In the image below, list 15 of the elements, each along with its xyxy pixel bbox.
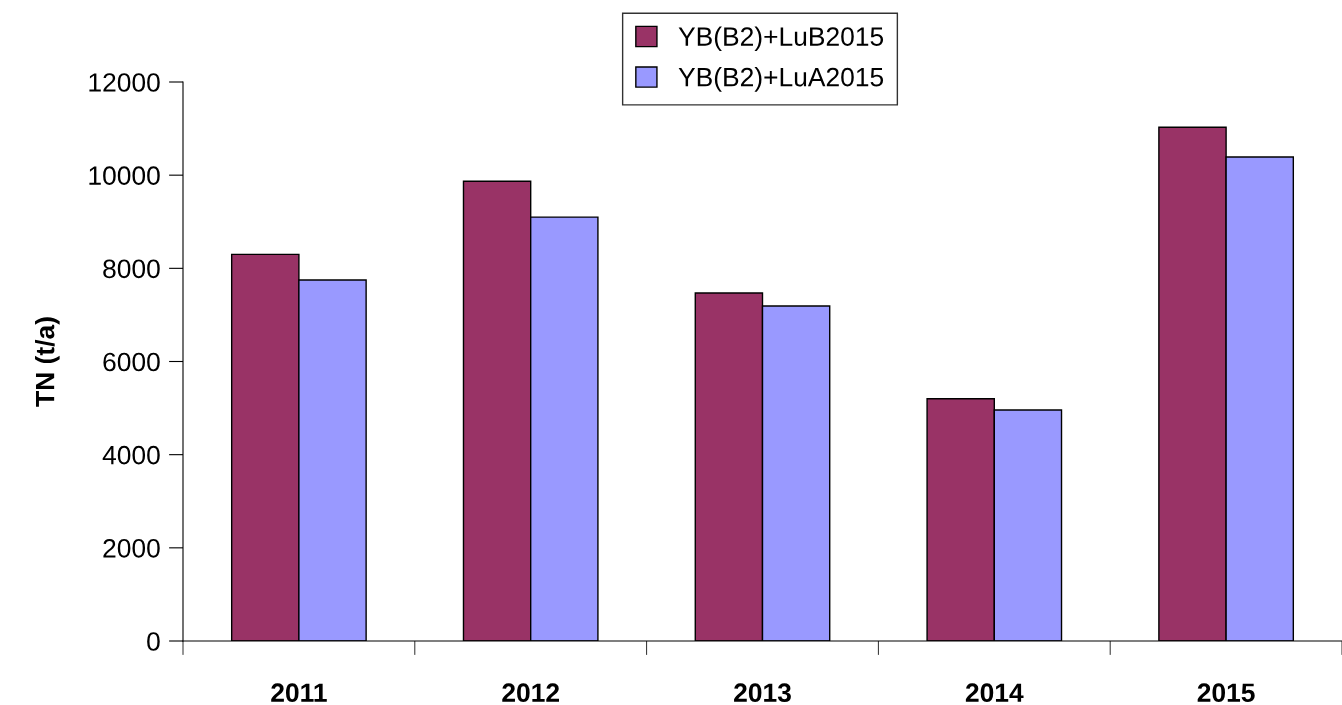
x-tick-label: 2013 [734, 683, 791, 703]
legend-label: YB(B2)+LuA2015 [678, 67, 884, 92]
x-tick-label: 2012 [502, 683, 559, 703]
x-tick-label: 2015 [1197, 683, 1255, 703]
y-tick-label: 2000 [103, 538, 160, 558]
y-tick-label: 0 [147, 632, 160, 651]
y-tick-label: 6000 [103, 352, 160, 372]
x-tick-label: 2011 [271, 683, 327, 703]
y-axis-title: TN (t/a) [35, 317, 60, 407]
y-tick-label: 10000 [89, 166, 160, 185]
y-tick-label: 12000 [89, 73, 160, 92]
y-tick-label: 8000 [103, 259, 160, 279]
x-tick-label: 2014 [965, 683, 1024, 703]
y-tick-label: 4000 [102, 445, 160, 465]
legend-label: YB(B2)+LuB2015 [678, 26, 884, 52]
